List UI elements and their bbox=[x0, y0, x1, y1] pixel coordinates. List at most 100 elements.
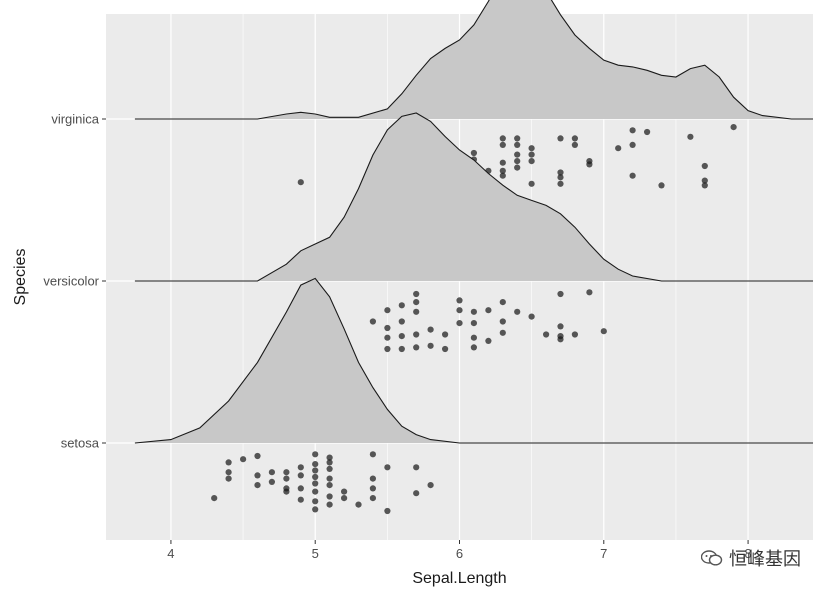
data-point-setosa bbox=[225, 475, 232, 482]
data-point-setosa bbox=[283, 469, 290, 476]
data-point-versicolor bbox=[557, 336, 564, 343]
data-point-versicolor bbox=[470, 344, 477, 351]
data-point-setosa bbox=[297, 472, 304, 479]
data-point-virginica bbox=[687, 133, 694, 140]
x-tick-label: 6 bbox=[456, 546, 463, 561]
data-point-versicolor bbox=[398, 333, 405, 340]
data-point-versicolor bbox=[413, 308, 420, 315]
ridge-outline-virginica bbox=[134, 0, 813, 120]
ridge-outline-setosa bbox=[134, 277, 813, 444]
data-point-versicolor bbox=[499, 299, 506, 306]
data-point-setosa bbox=[225, 459, 232, 466]
data-point-setosa bbox=[254, 452, 261, 460]
data-point-virginica bbox=[557, 135, 564, 142]
data-point-versicolor bbox=[571, 331, 579, 338]
data-point-versicolor bbox=[427, 342, 434, 349]
data-point-virginica bbox=[557, 180, 564, 187]
data-point-virginica bbox=[571, 135, 579, 142]
data-point-versicolor bbox=[427, 326, 434, 333]
data-point-virginica bbox=[571, 141, 579, 148]
data-point-setosa bbox=[413, 490, 420, 497]
data-point-setosa bbox=[297, 496, 304, 503]
data-point-setosa bbox=[326, 459, 333, 466]
data-point-versicolor bbox=[557, 323, 564, 330]
data-point-virginica bbox=[528, 145, 535, 152]
data-point-versicolor bbox=[384, 334, 391, 341]
data-point-versicolor bbox=[528, 313, 535, 320]
data-point-versicolor bbox=[456, 297, 463, 304]
data-point-setosa bbox=[211, 495, 218, 502]
data-point-virginica bbox=[297, 179, 304, 186]
data-point-versicolor bbox=[442, 345, 449, 353]
data-point-versicolor bbox=[499, 329, 506, 336]
data-point-virginica bbox=[514, 158, 521, 165]
y-axis-title: Species bbox=[12, 249, 29, 306]
data-point-versicolor bbox=[413, 331, 420, 338]
ridge-outline-versicolor bbox=[134, 112, 813, 282]
data-point-setosa bbox=[326, 465, 333, 472]
data-point-virginica bbox=[557, 174, 564, 181]
x-axis-title: Sepal.Length bbox=[412, 570, 506, 587]
data-point-versicolor bbox=[514, 308, 521, 315]
data-point-setosa bbox=[297, 464, 304, 471]
data-point-versicolor bbox=[470, 334, 477, 341]
data-point-virginica bbox=[586, 161, 593, 168]
ridge-versicolor bbox=[134, 113, 813, 281]
data-point-virginica bbox=[644, 128, 651, 136]
data-point-virginica bbox=[615, 145, 622, 152]
points-layer bbox=[134, 0, 813, 515]
data-point-virginica bbox=[499, 167, 506, 174]
data-point-setosa bbox=[297, 485, 304, 492]
data-point-setosa bbox=[355, 501, 362, 508]
data-point-setosa bbox=[312, 506, 319, 513]
data-point-versicolor bbox=[456, 307, 463, 314]
data-point-virginica bbox=[629, 172, 636, 179]
data-point-virginica bbox=[629, 141, 636, 148]
data-point-versicolor bbox=[600, 328, 607, 335]
data-point-versicolor bbox=[384, 324, 391, 332]
data-point-setosa bbox=[268, 469, 275, 476]
data-point-setosa bbox=[312, 488, 319, 495]
data-point-versicolor bbox=[557, 290, 564, 298]
data-point-setosa bbox=[254, 472, 261, 479]
data-point-virginica bbox=[528, 158, 535, 165]
data-point-virginica bbox=[701, 162, 708, 170]
watermark: 恒峰基因 bbox=[701, 545, 801, 571]
data-point-versicolor bbox=[398, 345, 405, 353]
x-tick-label: 8 bbox=[744, 546, 751, 561]
data-point-versicolor bbox=[485, 307, 492, 314]
wechat-icon bbox=[701, 550, 723, 566]
data-point-setosa bbox=[326, 475, 333, 482]
data-point-virginica bbox=[470, 149, 477, 157]
data-point-setosa bbox=[326, 454, 333, 461]
data-point-setosa bbox=[326, 493, 333, 500]
data-point-setosa bbox=[341, 488, 348, 495]
data-point-setosa bbox=[283, 475, 290, 482]
data-point-setosa bbox=[312, 480, 319, 487]
data-point-versicolor bbox=[384, 345, 391, 353]
data-point-versicolor bbox=[499, 318, 506, 325]
data-point-virginica bbox=[499, 159, 506, 166]
data-point-virginica bbox=[701, 177, 708, 184]
data-point-setosa bbox=[341, 495, 348, 502]
data-point-setosa bbox=[326, 501, 333, 508]
data-point-setosa bbox=[427, 482, 434, 489]
y-tick-label: versicolor bbox=[43, 274, 99, 289]
data-point-setosa bbox=[369, 485, 376, 492]
data-point-setosa bbox=[268, 478, 275, 485]
data-point-versicolor bbox=[456, 320, 463, 327]
data-point-virginica bbox=[514, 151, 521, 158]
watermark-text: 恒峰基因 bbox=[729, 549, 801, 569]
data-point-versicolor bbox=[369, 318, 376, 325]
data-point-virginica bbox=[499, 172, 506, 179]
data-point-versicolor bbox=[384, 307, 391, 314]
data-point-versicolor bbox=[413, 344, 420, 351]
data-point-virginica bbox=[528, 151, 535, 158]
data-point-virginica bbox=[499, 141, 506, 148]
data-point-versicolor bbox=[470, 308, 477, 315]
data-point-setosa bbox=[312, 467, 319, 474]
ridge-virginica bbox=[134, 0, 813, 119]
data-point-setosa bbox=[326, 482, 333, 489]
data-point-virginica bbox=[528, 180, 535, 187]
data-point-setosa bbox=[240, 456, 247, 463]
